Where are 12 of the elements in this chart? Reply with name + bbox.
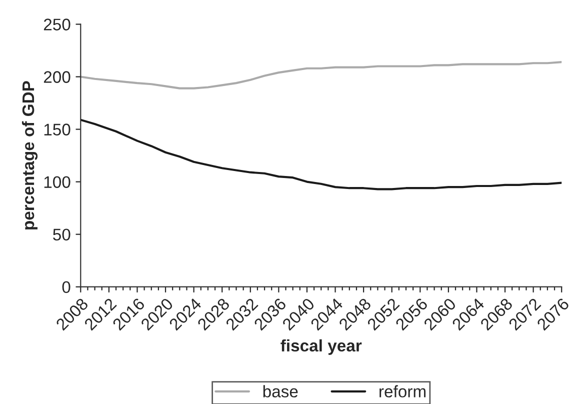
line-series <box>80 118 562 190</box>
y-tick-label: 200 <box>44 71 70 83</box>
y-tick-label: 150 <box>44 124 70 136</box>
y-tick-label: 50 <box>53 228 70 241</box>
legend-label: base <box>263 385 298 398</box>
y-tick-label: 0 <box>62 281 70 294</box>
line-series <box>80 61 562 90</box>
y-tick-label: 100 <box>44 176 70 188</box>
legend-label: reform <box>380 385 426 398</box>
y-axis-title: percentage of GDP <box>22 81 38 230</box>
x-axis-title: fiscal year <box>280 339 362 355</box>
y-tick-label: 250 <box>44 18 70 30</box>
